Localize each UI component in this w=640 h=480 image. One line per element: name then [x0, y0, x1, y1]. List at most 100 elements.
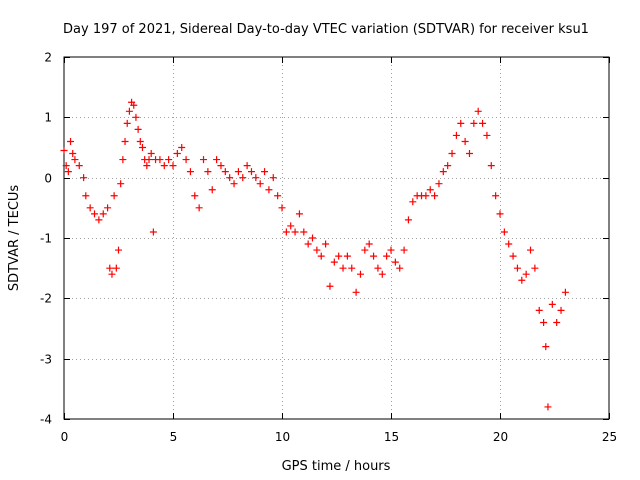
data-point: [457, 119, 465, 127]
data-point: [69, 150, 77, 158]
data-point: [304, 240, 312, 248]
chart-title: Day 197 of 2021, Sidereal Day-to-day VTE…: [63, 22, 589, 37]
x-tick-label: 15: [384, 430, 399, 444]
data-point: [132, 113, 140, 121]
data-point: [230, 180, 238, 188]
data-point: [178, 144, 186, 151]
data-point: [95, 216, 103, 224]
data-point: [396, 264, 404, 272]
data-point: [123, 119, 131, 127]
data-point: [309, 234, 317, 242]
data-point: [548, 300, 556, 308]
data-point: [509, 252, 517, 260]
data-point: [544, 403, 552, 411]
data-point: [82, 192, 90, 200]
data-point: [208, 186, 216, 194]
data-point: [400, 246, 408, 254]
data-point: [191, 192, 199, 200]
data-point: [217, 162, 225, 170]
y-tick-label: -3: [40, 353, 52, 367]
x-tick-label: 20: [493, 430, 508, 444]
data-point: [119, 156, 127, 164]
axis-ticks: [64, 57, 610, 420]
data-point: [365, 240, 373, 248]
data-point: [125, 107, 133, 115]
data-point: [291, 228, 299, 236]
data-point: [335, 252, 343, 260]
x-tick-label: 5: [170, 430, 178, 444]
data-point: [326, 282, 334, 290]
data-point: [99, 210, 107, 218]
data-point: [149, 228, 157, 236]
data-point: [527, 246, 535, 254]
data-point: [67, 137, 75, 145]
data-points: [60, 98, 569, 411]
data-point: [115, 246, 122, 254]
data-point: [513, 264, 521, 272]
data-point: [256, 180, 264, 188]
data-point: [496, 210, 504, 218]
data-point: [370, 252, 378, 260]
data-point: [387, 246, 395, 254]
data-point: [343, 252, 351, 260]
x-axis-label: GPS time / hours: [282, 459, 391, 474]
data-point: [145, 156, 153, 164]
data-point: [160, 162, 168, 170]
x-tick-label: 0: [61, 430, 69, 444]
data-point: [531, 264, 539, 272]
data-point: [492, 192, 500, 200]
data-point: [91, 210, 99, 218]
data-point: [106, 264, 114, 272]
y-tick-label: 1: [44, 111, 52, 125]
data-point: [561, 288, 569, 296]
data-point: [313, 246, 321, 254]
y-tick-label: -2: [40, 292, 52, 306]
data-point: [71, 156, 79, 164]
data-point: [169, 162, 177, 170]
data-point: [487, 162, 495, 170]
data-point: [86, 204, 94, 212]
data-point: [553, 318, 561, 326]
data-point: [147, 150, 155, 158]
data-point: [435, 180, 443, 188]
data-point: [431, 192, 439, 200]
data-point: [452, 131, 460, 139]
data-point: [138, 144, 146, 151]
y-tick-label: 0: [44, 172, 52, 186]
data-point: [274, 192, 282, 200]
data-point: [108, 270, 116, 278]
data-point: [339, 264, 347, 272]
data-point: [287, 222, 295, 230]
data-point: [134, 125, 142, 133]
data-point: [243, 162, 251, 170]
data-point: [483, 131, 491, 139]
data-point: [361, 246, 369, 254]
x-tick-label: 10: [275, 430, 290, 444]
data-point: [444, 162, 452, 170]
data-point: [518, 276, 526, 284]
data-point: [136, 137, 144, 145]
data-point: [542, 343, 550, 351]
data-point: [448, 150, 456, 158]
data-point: [348, 264, 356, 272]
data-point: [75, 162, 83, 170]
data-point: [261, 168, 269, 176]
data-point: [182, 156, 190, 164]
data-point: [535, 306, 543, 314]
x-tick-labels: 0 5 10 15 20 25: [61, 430, 617, 444]
data-point: [239, 174, 247, 182]
data-point: [391, 258, 399, 266]
data-point: [221, 168, 229, 176]
data-point: [470, 119, 478, 127]
data-point: [422, 192, 430, 200]
data-point: [247, 168, 255, 176]
data-point: [226, 174, 234, 182]
data-point: [317, 252, 325, 260]
data-point: [143, 162, 151, 170]
data-point: [557, 306, 565, 314]
data-point: [234, 168, 242, 176]
data-point: [112, 264, 120, 272]
data-point: [213, 156, 221, 164]
data-point: [252, 174, 260, 182]
